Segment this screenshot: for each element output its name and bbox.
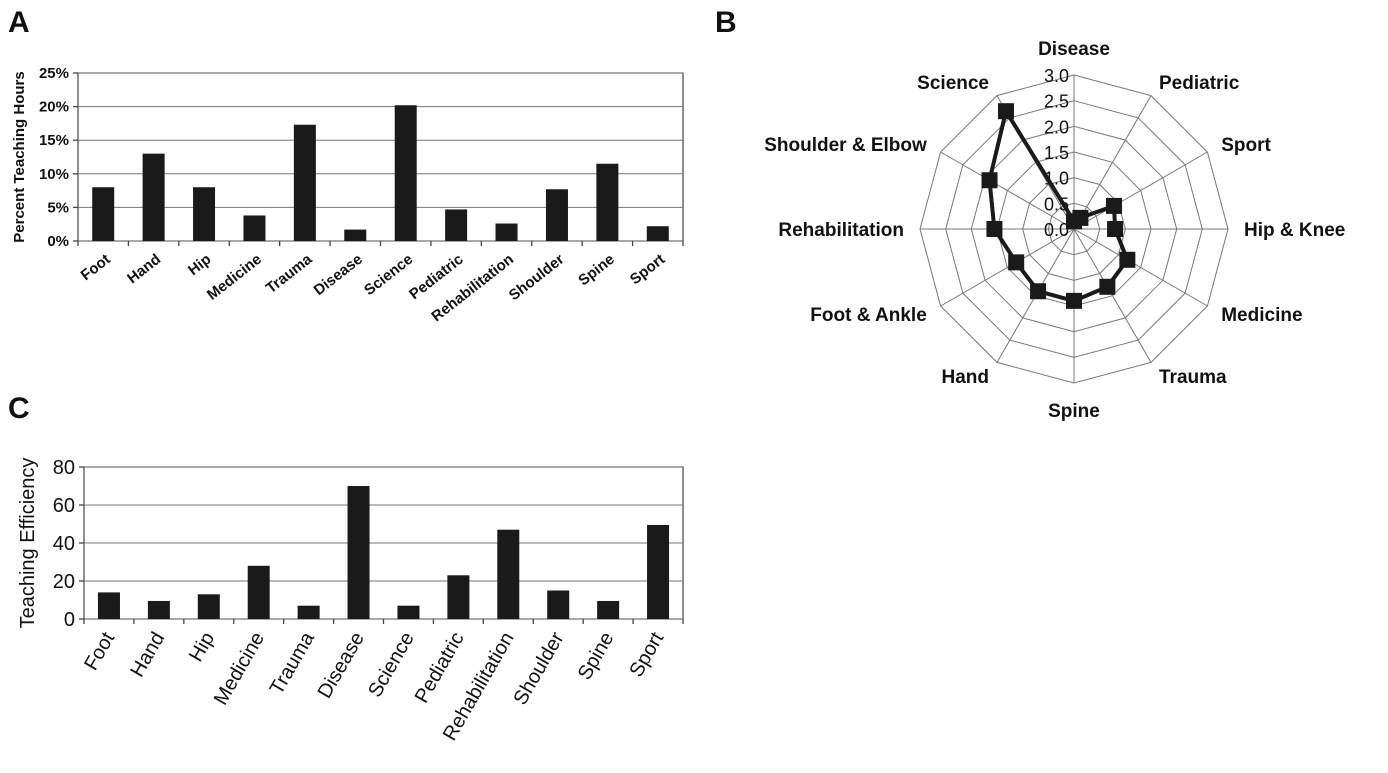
bar-shoulder <box>545 189 568 241</box>
bar-science <box>394 105 417 241</box>
category-label: Disease <box>314 629 369 703</box>
bar-foot <box>92 187 115 241</box>
y-axis-label: Percent Teaching Hours <box>11 71 28 242</box>
radar-spoke <box>1073 95 1152 230</box>
radar-axis-label: Science <box>917 73 989 94</box>
radar-marker-hand <box>1030 283 1047 300</box>
y-tick-label: 15% <box>39 132 69 149</box>
bar-science <box>397 605 420 619</box>
category-label: Trauma <box>266 628 320 699</box>
bar-medicine <box>247 565 270 619</box>
radar-marker-spine <box>1066 292 1082 309</box>
y-tick-label: 40 <box>53 533 75 555</box>
radar-axis-label: Sport <box>1221 135 1271 156</box>
category-label: Hip <box>185 251 215 279</box>
y-tick-label: 0% <box>47 233 69 250</box>
chart-a-percent-teaching-hours: 0% 5% 10% 15% 20% 25% Foot Hand HipMedicineTraum… <box>11 65 684 325</box>
chart-b-radar: 0.00.51.01.52.02.53.0DiseasePediatricSpo… <box>764 39 1345 422</box>
category-label: Medicine <box>204 251 265 304</box>
radar-axis-label: Medicine <box>1221 305 1302 326</box>
y-tick-label: 20 <box>53 571 75 593</box>
bar-spine <box>596 163 619 241</box>
bar-foot <box>97 592 120 619</box>
radar-axis-label: Hand <box>942 367 990 388</box>
category-label: Medicine <box>210 629 269 709</box>
radar-marker-hip-knee <box>1107 221 1124 237</box>
bar-disease <box>344 229 367 241</box>
category-label: Sport <box>625 628 668 681</box>
y-tick-label: 60 <box>53 495 75 517</box>
bar-medicine <box>243 215 266 241</box>
radar-axis-label: Trauma <box>1159 367 1227 388</box>
category-label: Foot <box>80 628 119 674</box>
radar-spoke <box>1073 228 1208 307</box>
y-tick-label: 25% <box>39 65 69 82</box>
bar-sport <box>647 524 670 619</box>
radar-tick-label: 2.0 <box>1044 117 1069 137</box>
y-tick-label: 0 <box>64 609 75 631</box>
radar-tick-label: 3.0 <box>1044 66 1069 86</box>
panel-b-label: B <box>715 6 737 39</box>
bar-trauma <box>293 124 316 241</box>
panel-c-label: C <box>8 392 30 425</box>
category-label: Disease <box>311 251 366 299</box>
radar-marker-shoulder-elbow <box>981 172 998 189</box>
radar-axis-label: Shoulder & Elbow <box>764 135 927 156</box>
category-label: Hand <box>124 251 164 287</box>
radar-marker-science <box>997 103 1014 120</box>
radar-axis-label: Pediatric <box>1159 73 1240 94</box>
radar-marker-pediatric <box>1072 209 1089 226</box>
radar-tick-label: 1.5 <box>1044 143 1069 163</box>
bar-hip <box>197 594 220 619</box>
bar-disease <box>347 486 370 619</box>
bar-hand <box>142 153 165 241</box>
radar-axis-label: Rehabilitation <box>778 220 904 241</box>
y-axis-label: Teaching Efficiency <box>17 458 39 629</box>
category-label: Trauma <box>263 250 316 297</box>
bar-hand <box>147 600 170 619</box>
radar-spoke <box>1073 151 1208 230</box>
bar-rehabilitation <box>495 223 518 241</box>
radar-tick-label: 2.5 <box>1044 92 1069 112</box>
category-label: Spine <box>574 629 619 684</box>
radar-axis-label: Disease <box>1038 39 1110 60</box>
bar-shoulder <box>547 590 570 619</box>
category-label: Sport <box>627 251 668 289</box>
bar-spine <box>597 600 620 619</box>
plot-area <box>77 72 684 242</box>
radar-marker-medicine <box>1119 251 1136 268</box>
y-tick-label: 5% <box>47 199 69 216</box>
category-label: Shoulder <box>506 251 568 305</box>
radar-spoke <box>940 228 1075 307</box>
category-label: Hand <box>126 629 169 681</box>
radar-axis-label: Foot & Ankle <box>810 305 926 326</box>
y-tick-label: 10% <box>39 166 69 183</box>
category-label: Hip <box>185 629 219 666</box>
radar-marker-trauma <box>1099 278 1116 295</box>
radar-axis-label: Spine <box>1048 401 1100 422</box>
panel-a-label: A <box>8 6 30 39</box>
bar-rehabilitation <box>497 529 520 619</box>
bar-pediatric <box>447 575 470 619</box>
chart-c-teaching-efficiency: 0 20 40 60 80 Foot Hand HipMedicineTraumaDiseas… <box>17 457 684 744</box>
category-label: Science <box>364 629 419 702</box>
category-label: Foot <box>78 251 114 284</box>
radar-marker-foot-ankle <box>1008 254 1025 271</box>
radar-marker-sport <box>1106 197 1123 214</box>
bar-pediatric <box>445 209 468 241</box>
y-tick-label: 20% <box>39 99 69 116</box>
bar-trauma <box>297 605 320 619</box>
radar-axis-label: Hip & Knee <box>1244 220 1345 241</box>
bar-sport <box>646 226 669 241</box>
radar-tick-label: 0.0 <box>1044 220 1069 240</box>
y-tick-label: 80 <box>53 457 75 479</box>
category-label: Spine <box>575 251 618 290</box>
category-label: Shoulder <box>509 628 568 709</box>
radar-spoke <box>1073 228 1152 363</box>
bar-hip <box>193 187 216 241</box>
radar-marker-rehabilitation <box>986 221 1003 237</box>
radar-spoke <box>940 151 1075 230</box>
